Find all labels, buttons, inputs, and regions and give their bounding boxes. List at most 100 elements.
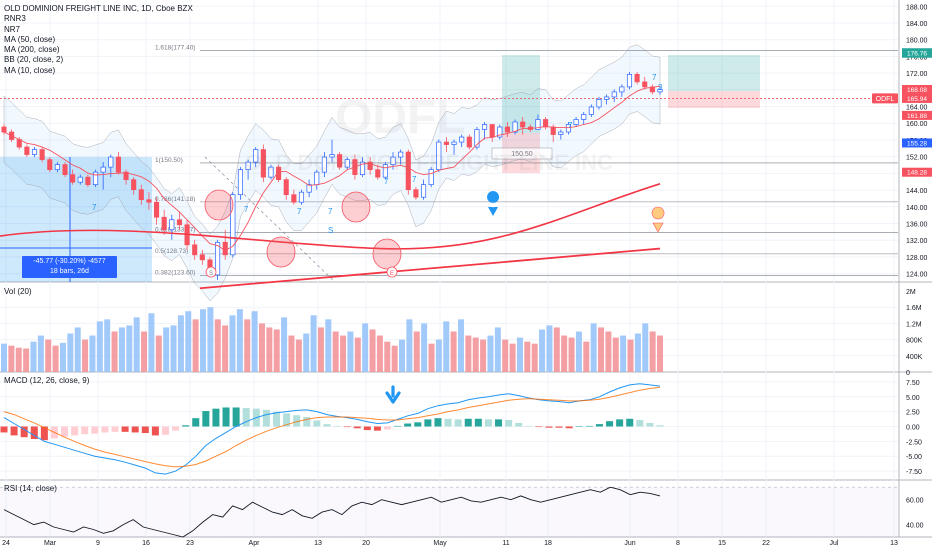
legend-item-nr7[interactable]: NR7 [4,24,21,34]
price-tick-label: 136.00 [906,222,928,229]
pattern-marker: S [328,226,333,235]
macd-tick-label: 5.00 [906,395,920,402]
volume-bar [74,327,81,372]
candle-body [24,146,30,155]
volume-bar [354,337,361,372]
candle-body [115,156,121,173]
volume-bar [605,331,612,372]
price-tag-label: 148.28 [907,170,927,177]
macd-histogram-bar [394,425,402,427]
price-tick-label: 128.00 [906,255,928,262]
macd-histogram-bar [585,425,593,427]
candle-body [390,156,396,165]
pattern-marker: 7 [568,121,573,130]
price-tag [902,167,932,177]
volume-bar [258,323,265,372]
time-tick-label: 11 [502,540,509,547]
volume-bar [52,345,59,372]
candle-body [100,166,106,173]
legend-item-ma50[interactable]: MA (50, close) [4,34,56,44]
macd-histogram-bar [595,424,603,427]
pattern-marker: 3 [658,83,663,92]
candle-body [398,151,404,158]
volume-pane-title[interactable]: Vol (20) [4,287,32,296]
candle-body [344,159,350,168]
macd-histogram-bar [626,418,634,427]
macd-pane-title[interactable]: MACD (12, 26, close, 9) [4,376,90,385]
volume-bar [561,335,568,372]
volume-bar [15,347,22,372]
legend-item-bb[interactable]: BB (20, close, 2) [4,55,64,65]
alert-pin-icon [651,206,665,233]
volume-bar [428,343,435,372]
candle-body [321,156,327,173]
location-pin-icon [487,191,500,216]
candle-body [314,171,320,186]
macd-histogram-bar [535,426,543,428]
pattern-marker: 7 [92,203,97,212]
price-tick-label: 140.00 [906,205,928,212]
volume-tick-label: 1.2M [906,321,922,328]
candle-body [420,184,427,198]
candle-body [283,179,289,196]
candle-body [47,159,53,170]
price-tag-label: 176.76 [907,51,927,58]
volume-bar [568,337,575,372]
rsi-pane-title[interactable]: RSI (14, close) [4,484,57,493]
macd-histogram-bar [414,422,422,427]
candle-body [62,164,68,175]
macd-histogram-bar [121,426,129,432]
highlight-circle [266,236,296,268]
volume-bar [185,311,192,372]
price-tick-label: 144.00 [906,188,928,195]
highlight-circle [204,189,234,221]
position-profit-zone [502,55,540,133]
volume-bar [590,323,597,372]
price-tag [902,138,932,148]
macd-histogram-bar [293,415,301,427]
volume-bar [384,341,391,372]
chart-legend: OLD DOMINION FREIGHT LINE INC, 1D, Cboe … [4,4,193,76]
time-tick-label: 20 [362,540,370,547]
legend-item-rnr3[interactable]: RNR3 [4,14,26,24]
time-tick-label: 9 [96,540,100,547]
candle-body [291,194,297,203]
volume-bar [509,343,516,372]
volume-bar [273,329,280,372]
macd-histogram-bar [61,426,69,437]
pattern-marker: 7 [384,177,389,186]
candle-body [123,171,129,180]
candle-body [70,174,76,183]
macd-histogram-bar [575,426,583,427]
macd-histogram-bar [434,418,442,427]
macd-histogram-bar [91,426,99,434]
candle-body [1,126,7,133]
candle-body [131,179,137,191]
macd-histogram-bar [161,426,169,435]
price-tick-label: 152.00 [906,155,928,162]
pattern-marker: 7 [297,207,302,216]
candle-body [626,74,633,88]
volume-bar [1,343,7,372]
macd-histogram-bar [40,426,48,441]
candle-body [382,164,388,178]
volume-bar [133,317,140,372]
candle-body [466,136,472,148]
position-label: 150.50 [511,151,533,158]
macd-histogram-bar [141,426,149,434]
candle-body [512,121,518,133]
volume-bar [192,319,199,372]
macd-histogram-bar [232,407,240,427]
candle-body [77,176,83,183]
legend-item-ma10[interactable]: MA (10, close) [4,65,56,75]
rsi-band [0,487,898,537]
macd-histogram-bar [606,421,614,427]
volume-bar [332,331,339,372]
volume-bar [170,325,177,372]
legend-item-ma200[interactable]: MA (200, close) [4,45,60,55]
candle-body [428,169,434,186]
macd-histogram-bar [555,426,563,428]
volume-bar [376,335,383,372]
macd-histogram-bar [343,426,351,428]
